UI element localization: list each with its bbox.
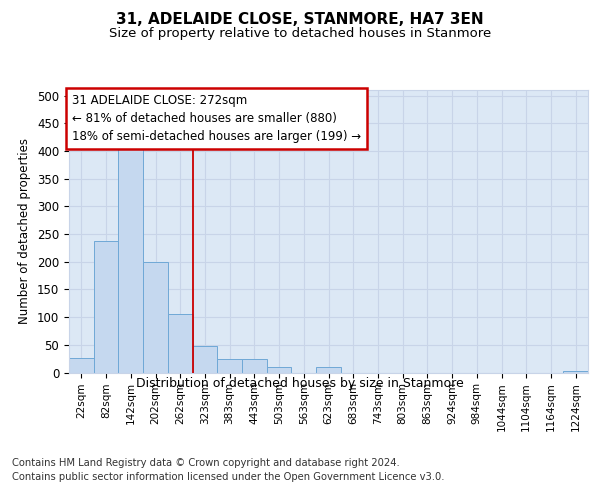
Text: Contains HM Land Registry data © Crown copyright and database right 2024.
Contai: Contains HM Land Registry data © Crown c… — [12, 458, 445, 481]
Bar — [94, 241, 118, 372]
Text: Size of property relative to detached houses in Stanmore: Size of property relative to detached ho… — [109, 28, 491, 40]
Bar — [316, 367, 341, 372]
Bar — [193, 346, 217, 372]
Bar — [217, 358, 242, 372]
Bar — [267, 367, 292, 372]
Bar — [143, 262, 168, 372]
Text: 31 ADELAIDE CLOSE: 272sqm
← 81% of detached houses are smaller (880)
18% of semi: 31 ADELAIDE CLOSE: 272sqm ← 81% of detac… — [71, 94, 361, 143]
Text: Distribution of detached houses by size in Stanmore: Distribution of detached houses by size … — [136, 378, 464, 390]
Bar — [168, 314, 193, 372]
Bar — [69, 358, 94, 372]
Bar — [242, 358, 267, 372]
Bar — [118, 147, 143, 372]
Text: 31, ADELAIDE CLOSE, STANMORE, HA7 3EN: 31, ADELAIDE CLOSE, STANMORE, HA7 3EN — [116, 12, 484, 28]
Y-axis label: Number of detached properties: Number of detached properties — [19, 138, 31, 324]
